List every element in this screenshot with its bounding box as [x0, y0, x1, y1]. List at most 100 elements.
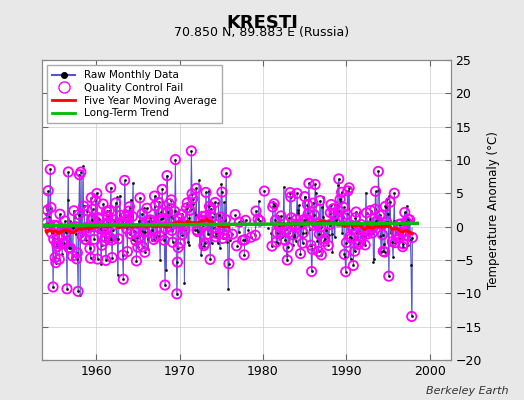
Point: [101, 234, 110, 240]
Point: [377, 249, 385, 256]
Point: [72, 231, 80, 238]
Point: [146, 216, 155, 223]
Point: [277, 213, 285, 219]
Point: [189, 195, 197, 202]
Point: [75, 172, 84, 178]
Point: [111, 222, 119, 228]
Point: [368, 230, 376, 236]
Point: [106, 184, 115, 191]
Point: [385, 193, 394, 199]
Point: [107, 237, 116, 243]
Point: [128, 213, 136, 220]
Point: [50, 236, 58, 242]
Point: [130, 237, 138, 244]
Point: [176, 240, 184, 246]
Point: [48, 230, 56, 236]
Point: [299, 230, 308, 236]
Point: [187, 148, 195, 154]
Point: [372, 218, 380, 224]
Point: [118, 219, 126, 225]
Point: [333, 216, 342, 222]
Point: [148, 227, 157, 233]
Point: [168, 239, 177, 246]
Point: [143, 205, 151, 212]
Point: [193, 228, 202, 235]
Point: [202, 216, 211, 223]
Point: [397, 224, 406, 231]
Point: [334, 182, 342, 188]
Point: [74, 288, 82, 294]
Point: [354, 241, 363, 248]
Point: [62, 229, 70, 235]
Point: [330, 212, 338, 218]
Point: [61, 229, 70, 236]
Point: [378, 222, 386, 228]
Point: [316, 197, 324, 204]
Point: [217, 181, 225, 188]
Point: [303, 201, 312, 208]
Point: [140, 205, 148, 212]
Point: [349, 262, 357, 269]
Point: [308, 246, 316, 252]
Point: [228, 231, 236, 237]
Point: [394, 230, 402, 236]
Point: [367, 226, 376, 232]
Point: [136, 225, 145, 232]
Point: [42, 220, 51, 226]
Point: [52, 240, 61, 247]
Point: [119, 276, 127, 282]
Point: [180, 222, 188, 228]
Point: [240, 252, 248, 258]
Point: [316, 224, 325, 230]
Point: [78, 233, 86, 239]
Point: [235, 219, 244, 225]
Point: [384, 211, 392, 218]
Point: [126, 230, 134, 237]
Point: [83, 208, 91, 214]
Point: [80, 203, 88, 209]
Point: [314, 220, 322, 227]
Point: [302, 216, 311, 222]
Point: [177, 221, 185, 227]
Point: [214, 240, 222, 246]
Point: [57, 226, 66, 233]
Point: [145, 217, 153, 224]
Point: [251, 232, 259, 238]
Point: [68, 253, 77, 259]
Point: [90, 236, 98, 242]
Point: [77, 169, 85, 175]
Text: Berkeley Earth: Berkeley Earth: [426, 386, 508, 396]
Point: [127, 196, 135, 203]
Point: [216, 214, 225, 220]
Point: [202, 189, 210, 196]
Point: [170, 208, 179, 214]
Point: [108, 254, 116, 261]
Point: [378, 232, 387, 238]
Point: [93, 190, 101, 197]
Point: [63, 286, 71, 292]
Point: [312, 221, 321, 227]
Point: [214, 200, 223, 206]
Point: [318, 204, 326, 210]
Point: [275, 223, 283, 229]
Point: [224, 286, 233, 292]
Point: [199, 222, 208, 228]
Point: [293, 190, 301, 196]
Point: [387, 226, 396, 232]
Point: [108, 254, 116, 261]
Point: [251, 232, 259, 238]
Point: [189, 195, 197, 202]
Point: [134, 244, 142, 250]
Point: [138, 211, 146, 217]
Point: [402, 218, 410, 225]
Point: [400, 209, 409, 216]
Point: [134, 218, 143, 224]
Point: [361, 232, 369, 239]
Point: [264, 225, 272, 232]
Point: [58, 251, 66, 257]
Point: [90, 236, 98, 242]
Point: [104, 213, 112, 220]
Point: [88, 217, 96, 223]
Point: [269, 198, 278, 205]
Point: [337, 189, 346, 196]
